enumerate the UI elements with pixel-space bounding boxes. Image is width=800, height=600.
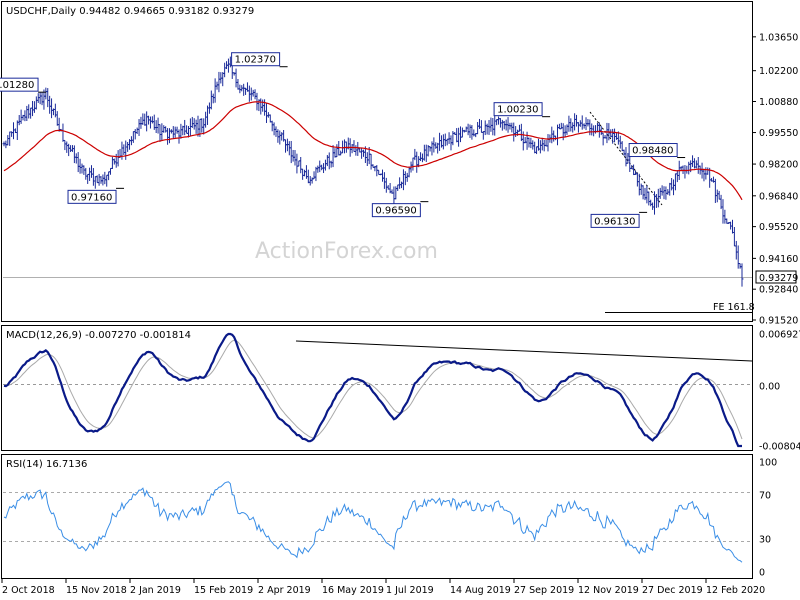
price-y-tick-label: 0.98200 <box>759 160 798 171</box>
price-y-tick-label: 0.99550 <box>759 128 798 139</box>
price-annotation: 1.02370 <box>231 52 288 68</box>
macd-y-tick-label: -0.008049 <box>759 441 800 452</box>
x-tick-label: 12 Nov 2019 <box>578 585 639 596</box>
x-tick-label: 15 Nov 2018 <box>66 585 127 596</box>
price-y-tick-label: 0.95520 <box>759 222 798 233</box>
price-header: USDCHF,Daily 0.94482 0.94665 0.93182 0.9… <box>6 6 254 17</box>
rsi-panel-frame <box>1 454 753 579</box>
price-y-tick-label: 0.94160 <box>759 254 798 265</box>
price-annotation-label: 1.02370 <box>235 55 276 66</box>
rsi-y-tick-label: 100 <box>759 458 777 469</box>
price-y-axis: 1.03650 1.02200 1.00880 0.99550 0.98200 0.968… <box>752 32 798 327</box>
x-tick-label: 2 Apr 2019 <box>258 585 311 596</box>
x-tick-label: 15 Feb 2019 <box>194 585 253 596</box>
last-price-tag-label: 0.93279 <box>759 273 798 284</box>
x-tick-label: 2 Jan 2019 <box>130 585 181 596</box>
price-y-tick-label: 0.96840 <box>759 191 798 202</box>
price-annotation-label: 0.96590 <box>375 206 416 217</box>
x-tick-label: 27 Dec 2019 <box>642 585 703 596</box>
price-annotation: 1.00230 <box>493 102 551 118</box>
price-annotation-label: 1.00230 <box>497 105 538 116</box>
panel-frames <box>1 1 753 579</box>
price-annotation: 0.96130 <box>590 211 648 228</box>
price-annotation: 0.97160 <box>67 187 125 204</box>
price-annotation: 0.98480 <box>628 143 686 159</box>
ohlc-bar <box>740 263 744 287</box>
moving-average-line <box>3 101 743 201</box>
watermark: ActionForex.com <box>255 239 438 264</box>
price-y-tick-label: 1.03650 <box>759 32 798 43</box>
rsi-y-axis: 100 70 30 0 <box>759 458 777 579</box>
fe-level-label: FE 161.8 <box>713 302 755 313</box>
rsi-line <box>3 481 743 563</box>
x-tick-label: 2 Oct 2018 <box>2 585 55 596</box>
price-annotation-label: 0.98480 <box>632 146 673 157</box>
price-y-tick-label: 0.92840 <box>759 285 798 296</box>
rsi-y-tick-label: 70 <box>759 491 771 502</box>
price-y-tick-label: 0.91520 <box>759 316 798 327</box>
macd-y-tick-label: 0.006927 <box>759 330 800 341</box>
price-annotation-label: 1.01280 <box>0 80 34 91</box>
macd-signal-line <box>3 339 743 440</box>
price-annotation: 1.01280 <box>0 77 47 93</box>
price-annotation-label: 0.96130 <box>594 216 635 227</box>
price-y-tick-label: 1.02200 <box>759 66 798 77</box>
price-annotations: 1.01280 0.97160 1.02370 0.96590 1.00230 0.961… <box>0 52 686 228</box>
price-panel-frame <box>1 1 753 322</box>
macd-y-axis: 0.006927 0.00 -0.008049 <box>759 330 800 453</box>
rsi-y-tick-label: 0 <box>759 568 765 579</box>
x-tick-label: 12 Feb 2020 <box>706 585 765 596</box>
rsi-title: RSI(14) 16.7136 <box>6 459 87 470</box>
x-tick-label: 1 Jul 2019 <box>386 585 434 596</box>
price-annotation-label: 0.97160 <box>71 192 112 203</box>
macd-trendline <box>295 340 753 362</box>
macd-panel-frame <box>1 325 753 451</box>
macd-title: MACD(12,26,9) -0.007270 -0.001814 <box>6 330 191 341</box>
price-y-tick-label: 1.00880 <box>759 97 798 108</box>
x-tick-label: 14 Aug 2019 <box>450 585 511 596</box>
x-axis: 2 Oct 2018 15 Nov 2018 2 Jan 2019 15 Feb 20… <box>1 579 765 596</box>
macd-main-line <box>3 332 742 448</box>
price-annotation: 0.96590 <box>371 201 429 218</box>
rsi-y-tick-label: 30 <box>759 535 771 546</box>
macd-y-tick-label: 0.00 <box>759 381 780 392</box>
x-tick-label: 16 May 2019 <box>322 585 384 596</box>
x-tick-label: 27 Sep 2019 <box>514 585 574 596</box>
last-price-tag: 0.93279 <box>755 270 798 284</box>
